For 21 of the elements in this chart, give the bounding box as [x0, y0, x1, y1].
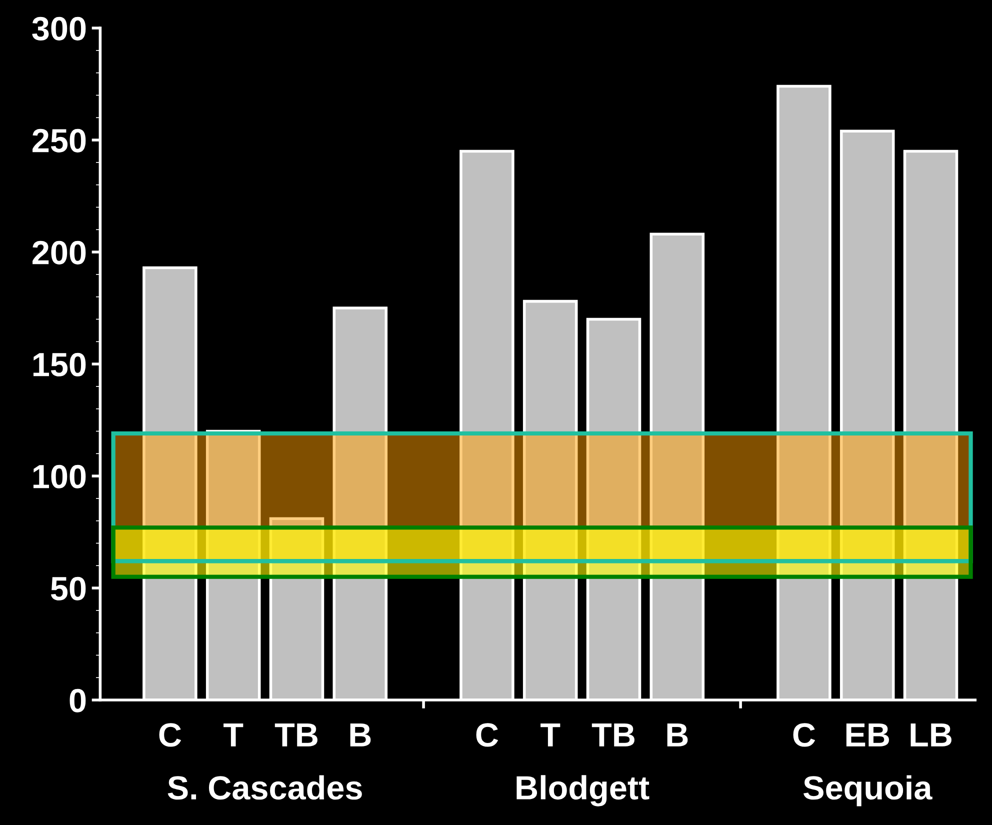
x-tick-label: C — [793, 723, 816, 747]
x-tick-label: EB — [846, 723, 889, 746]
y-tick-label: 50 — [50, 576, 86, 600]
text: S. Cascades — [168, 775, 362, 800]
text: Sequoia — [803, 775, 932, 806]
x-tick-label: T — [224, 723, 244, 746]
x-tick-label: B — [667, 723, 688, 746]
y-tick-label: 300 — [32, 16, 86, 41]
text: Blodgett — [516, 775, 650, 806]
x-tick-label: LB — [910, 723, 952, 746]
y-tick-label: 250 — [32, 128, 86, 152]
y-tick-label: 150 — [33, 352, 86, 376]
x-tick-label: B — [350, 723, 371, 746]
y-tick-label: 200 — [32, 240, 86, 264]
x-tick-label: TB — [274, 723, 318, 746]
x-tick-label: TB — [592, 723, 634, 746]
x-tick-label: T — [540, 723, 560, 746]
y-tick-label: 100 — [33, 464, 86, 488]
x-tick-label: C — [159, 723, 182, 747]
y-tick-label: 0 — [70, 688, 86, 712]
x-tick-label: C — [476, 723, 498, 747]
